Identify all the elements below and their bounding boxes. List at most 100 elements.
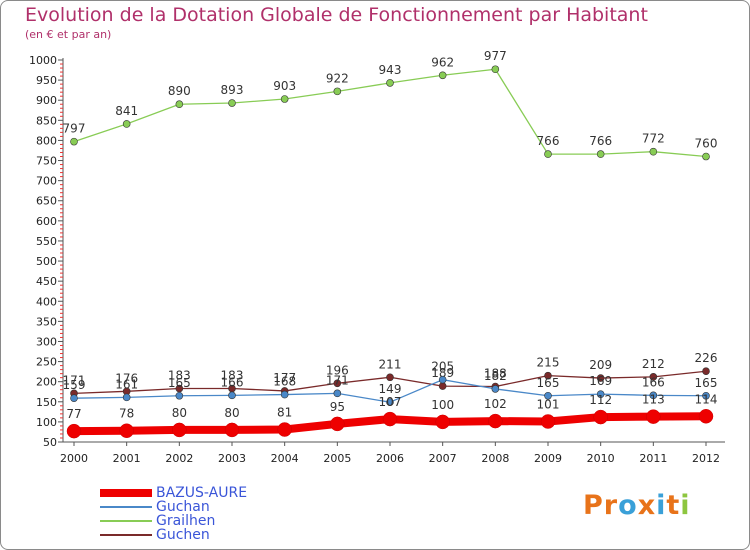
y-tick-label: 650 (36, 195, 57, 208)
x-tick-label: 2011 (639, 452, 667, 465)
proxiti-logo: Proxiti (583, 490, 691, 521)
y-tick-label: 850 (36, 114, 57, 127)
chart-subtitle: (en € et par an) (25, 28, 112, 41)
data-label: 189 (431, 366, 454, 380)
data-point (70, 137, 78, 146)
y-tick-label: 250 (36, 356, 57, 369)
y-tick-label: 900 (36, 94, 57, 107)
data-point (438, 375, 447, 384)
data-point (386, 373, 394, 382)
data-point (122, 393, 131, 402)
data-label: 922 (326, 71, 349, 85)
data-label: 196 (326, 363, 349, 377)
data-point (330, 416, 345, 432)
legend-label: BAZUS-AURE (156, 485, 248, 501)
data-label: 171 (326, 373, 349, 387)
data-label: 165 (537, 376, 560, 390)
y-tick-label: 750 (36, 155, 57, 168)
data-point (333, 87, 342, 96)
legend-item-grailhen: Grailhen (100, 514, 247, 528)
data-label: 772 (642, 132, 665, 146)
data-label: 209 (589, 358, 612, 372)
data-label: 159 (63, 378, 86, 392)
data-label: 169 (589, 374, 612, 388)
y-tick-label: 800 (36, 134, 57, 147)
data-label: 80 (172, 406, 187, 420)
x-tick-label: 2004 (271, 452, 299, 465)
x-tick-label: 2009 (534, 452, 562, 465)
data-point (333, 389, 342, 398)
y-tick-label: 50 (43, 436, 57, 449)
x-tick-label: 2006 (376, 452, 404, 465)
data-point (280, 95, 289, 103)
y-tick-label: 600 (36, 215, 57, 228)
data-label: 211 (379, 357, 402, 371)
data-point (228, 99, 236, 107)
y-tick-label: 950 (36, 74, 57, 87)
x-tick-label: 2010 (587, 452, 615, 465)
data-label: 215 (537, 356, 560, 370)
y-tick-label: 400 (36, 295, 57, 308)
data-point (228, 391, 236, 400)
x-tick-label: 2003 (218, 452, 246, 465)
y-tick-label: 150 (36, 396, 57, 409)
data-point (122, 120, 131, 128)
data-point (386, 398, 394, 406)
data-point (438, 71, 447, 80)
data-label: 95 (330, 400, 345, 414)
data-point (66, 423, 82, 439)
data-label: 80 (224, 406, 239, 420)
data-label: 149 (379, 382, 402, 396)
x-tick-label: 2007 (429, 452, 457, 465)
logo-letter: P (583, 490, 604, 521)
data-point (646, 409, 661, 424)
data-label: 177 (273, 371, 296, 385)
data-point (333, 379, 342, 388)
data-point (382, 411, 398, 427)
y-tick-label: 450 (36, 275, 57, 288)
data-label: 166 (221, 375, 244, 389)
data-label: 183 (221, 369, 244, 383)
data-point (702, 367, 710, 376)
data-label: 101 (537, 397, 560, 411)
data-label: 112 (589, 393, 612, 407)
data-point (438, 382, 447, 390)
data-label: 182 (484, 369, 507, 383)
data-label: 977 (484, 49, 507, 63)
logo-letter: i (680, 490, 691, 521)
data-label: 166 (642, 375, 665, 389)
data-label: 114 (695, 392, 718, 406)
logo-letter: x (637, 490, 657, 521)
legend-label: Guchen (156, 527, 210, 543)
data-point (70, 394, 78, 402)
chart-legend: BAZUS-AURE Guchan Grailhen Guchen (100, 486, 247, 542)
data-label: 78 (119, 407, 134, 421)
data-point (649, 373, 658, 381)
data-label: 212 (642, 357, 665, 371)
data-point (277, 422, 292, 437)
data-point (224, 422, 240, 438)
data-label: 760 (695, 137, 718, 151)
data-label: 205 (431, 360, 454, 374)
logo-letter: t (666, 490, 681, 521)
y-tick-label: 550 (36, 235, 57, 248)
data-point (491, 65, 500, 74)
data-label: 226 (695, 351, 718, 365)
data-point (175, 100, 184, 109)
data-label: 841 (115, 104, 138, 118)
logo-letter: r (603, 490, 619, 521)
data-label: 102 (484, 397, 507, 411)
data-point (175, 391, 184, 400)
data-point (649, 391, 658, 400)
chart-title: Evolution de la Dotation Globale de Fonc… (25, 4, 648, 26)
data-point (596, 374, 605, 382)
data-label: 113 (642, 393, 665, 407)
legend-item-bazus-aure: BAZUS-AURE (100, 486, 247, 500)
legend-item-guchan: Guchan (100, 500, 247, 514)
legend-label: Guchan (156, 499, 210, 515)
x-tick-label: 2012 (692, 452, 720, 465)
y-tick-label: 350 (36, 315, 57, 328)
data-label: 766 (589, 134, 612, 148)
